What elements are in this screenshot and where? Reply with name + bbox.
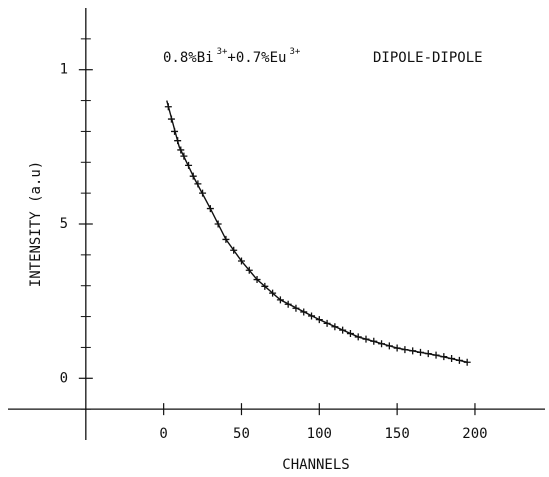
- title-superscript: 3+: [289, 47, 300, 57]
- y-axis-label: INTENSITY (a.u): [28, 161, 44, 287]
- x-tick-label: 0: [159, 426, 167, 442]
- annotation: DIPOLE-DIPOLE: [373, 50, 483, 66]
- title-superscript: 3+: [217, 47, 228, 57]
- x-tick-label: 100: [307, 426, 332, 442]
- y-tick-label: 5: [60, 216, 68, 232]
- title-part: +0.7%Eu: [227, 50, 286, 66]
- title-part: 0.8%Bi: [163, 50, 214, 66]
- x-tick-label: 150: [384, 426, 409, 442]
- x-axis-label: CHANNELS: [282, 457, 349, 473]
- x-tick-label: 200: [462, 426, 487, 442]
- x-tick-label: 50: [233, 426, 250, 442]
- y-tick-label: 1: [60, 62, 68, 78]
- chart-title: 0.8%Bi 3++0.7%Eu 3+: [163, 47, 301, 67]
- y-tick-label: 0: [60, 370, 68, 386]
- fit-line: [166, 100, 468, 363]
